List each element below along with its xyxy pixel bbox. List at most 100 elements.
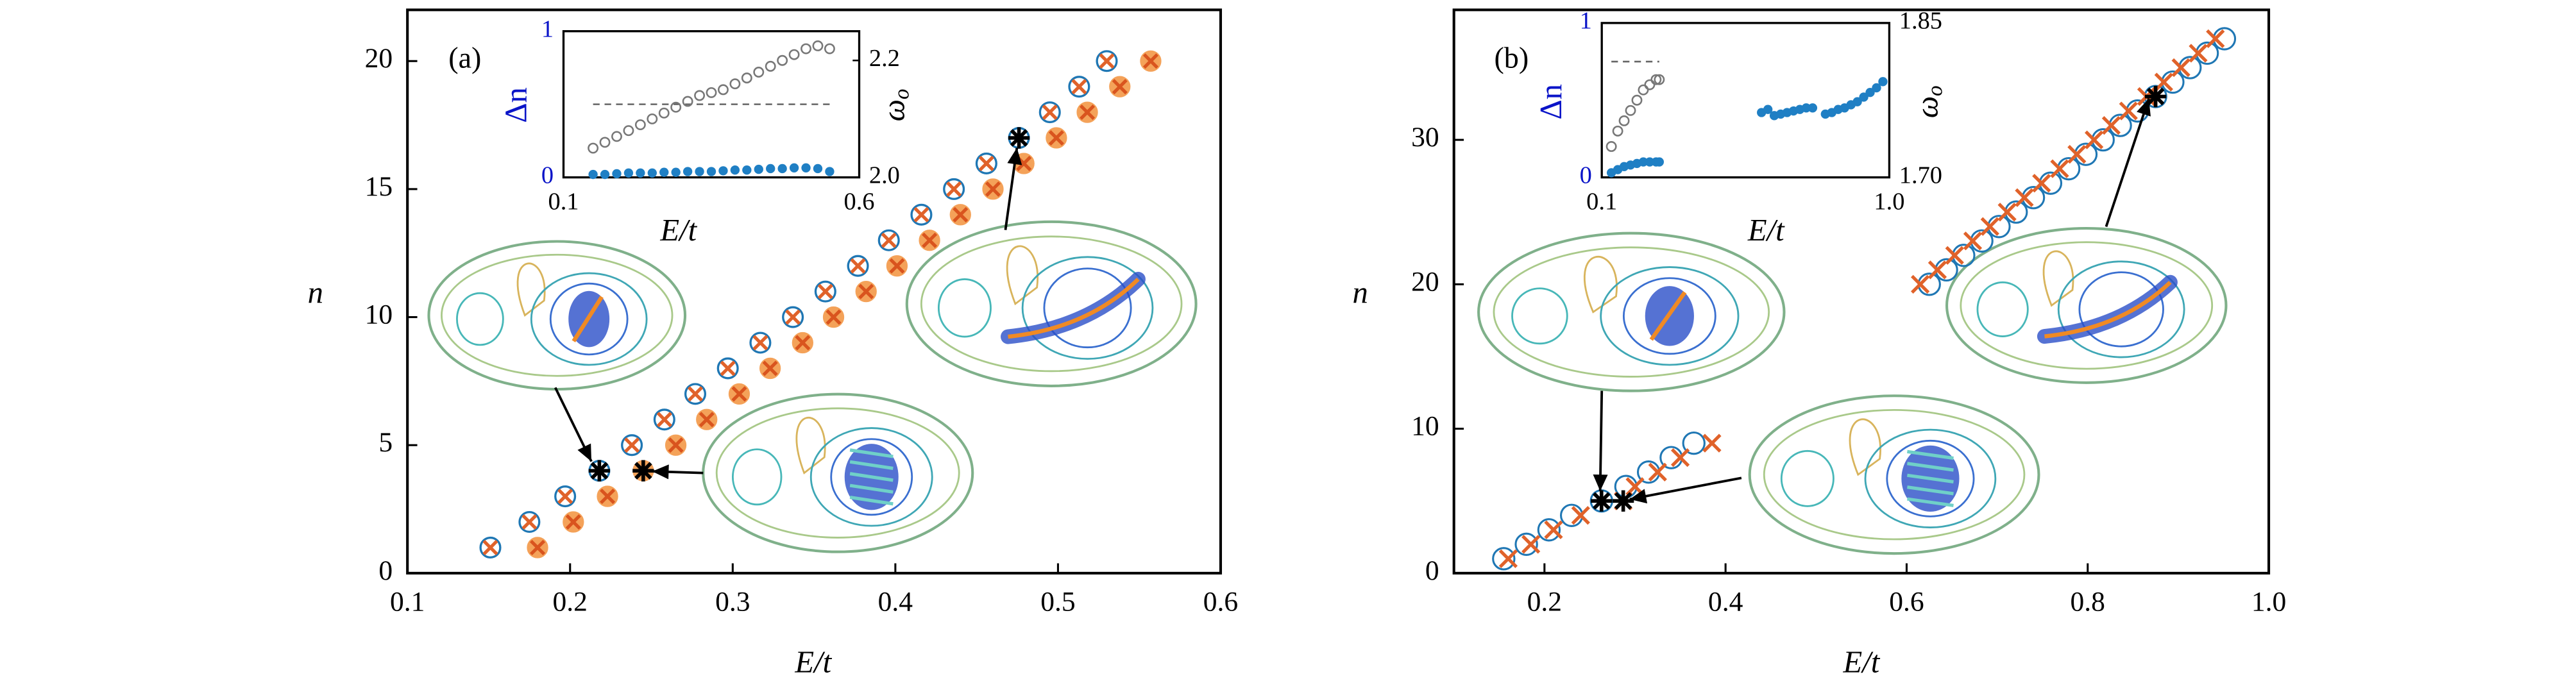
plot-frame xyxy=(406,8,1223,575)
cross-stroke xyxy=(482,539,498,555)
cross-stroke xyxy=(565,514,581,530)
data-point xyxy=(789,163,799,172)
cross-stroke xyxy=(978,155,994,172)
data-point xyxy=(1648,462,1667,482)
data-point xyxy=(1928,260,1947,280)
density-plot xyxy=(427,240,687,391)
data-point xyxy=(1645,157,1655,167)
inset-frame xyxy=(1600,22,1891,179)
cross-stroke xyxy=(2154,72,2173,92)
data-point xyxy=(621,434,643,457)
data-point xyxy=(1801,103,1811,113)
cross-stroke xyxy=(521,514,538,530)
x-tick-label: 0.8 xyxy=(2071,587,2105,617)
marker-dot xyxy=(1852,97,1862,106)
data-point xyxy=(749,332,772,354)
density-stripe xyxy=(849,460,894,471)
density-frame xyxy=(1945,226,2228,384)
inset-y-label: Δn xyxy=(499,87,534,123)
data-point xyxy=(801,43,811,55)
marker-dot xyxy=(1645,157,1655,167)
density-line xyxy=(572,296,604,342)
data-point xyxy=(665,434,687,456)
data-point xyxy=(2050,159,2069,178)
data-point xyxy=(2144,85,2167,108)
y-tick-label: 30 xyxy=(1411,122,1439,153)
marker-open xyxy=(801,43,811,55)
marker-open xyxy=(682,96,693,107)
marker-dot xyxy=(647,168,657,178)
data-point xyxy=(634,119,646,131)
marker-open xyxy=(611,131,622,142)
marker-dot xyxy=(742,165,752,175)
data-point xyxy=(742,165,752,175)
marker-dot xyxy=(695,167,704,176)
density-frame xyxy=(1748,394,2040,555)
data-point xyxy=(527,537,548,558)
data-point xyxy=(1537,518,1561,542)
cross-stroke xyxy=(731,386,747,402)
inset-y2-label-main: ω xyxy=(1910,96,1945,118)
data-point xyxy=(588,142,599,154)
data-point xyxy=(777,164,787,174)
density-frame xyxy=(1477,231,1786,392)
marker-open xyxy=(812,40,824,51)
cross-stroke xyxy=(1910,274,1930,294)
data-point xyxy=(694,90,706,101)
data-point xyxy=(2015,188,2034,207)
cross-stroke xyxy=(1521,535,1541,554)
data-point xyxy=(1997,203,2017,222)
cross-stroke xyxy=(1099,53,1115,69)
data-point xyxy=(1606,141,1617,152)
density-stripe xyxy=(849,472,894,482)
marker-dot xyxy=(1763,105,1773,114)
arrow xyxy=(2105,98,2150,228)
panel-label: (b) xyxy=(1494,41,1529,74)
marker-dot xyxy=(718,166,728,176)
data-point xyxy=(1612,490,1634,512)
cross-stroke xyxy=(2085,130,2104,149)
y-tick-label: 15 xyxy=(365,171,393,202)
data-point xyxy=(943,178,965,200)
data-point xyxy=(765,60,776,72)
y-tick-label: 20 xyxy=(1411,266,1439,297)
inset-x-tick-label: 0.1 xyxy=(548,188,579,215)
data-point xyxy=(623,125,634,137)
y-tick-label: 0 xyxy=(378,555,393,586)
marker-dot xyxy=(612,169,622,179)
marker-dot xyxy=(671,167,681,177)
marker-open xyxy=(1606,141,1617,152)
marker-dot xyxy=(789,163,799,172)
cross-stroke xyxy=(785,309,801,325)
y-tick-label: 20 xyxy=(365,43,393,74)
data-point xyxy=(2067,145,2087,164)
data-point xyxy=(1498,549,1518,568)
contour xyxy=(937,278,992,338)
data-point xyxy=(1591,490,1613,512)
data-point xyxy=(706,167,716,176)
data-point xyxy=(754,164,763,174)
inset-x-label: E/t xyxy=(1747,213,1785,248)
marker-open xyxy=(634,119,646,131)
marker-circle xyxy=(1537,518,1561,542)
data-point xyxy=(822,306,845,328)
data-point xyxy=(741,72,752,84)
data-point xyxy=(1702,433,1722,453)
data-point xyxy=(671,167,681,177)
density-line xyxy=(1008,278,1140,339)
contour xyxy=(1600,266,1740,366)
cross-stroke xyxy=(752,335,768,351)
inset-y2-label-sub: o xyxy=(1923,85,1947,96)
contour xyxy=(1864,428,1997,528)
density-plot xyxy=(1477,231,1786,392)
data-point xyxy=(623,168,634,178)
inset-y2-tick-label: 2.0 xyxy=(869,162,900,189)
cross-stroke xyxy=(1702,433,1722,453)
arrow-head xyxy=(1593,474,1608,491)
marker-dot xyxy=(1878,77,1888,87)
data-point xyxy=(682,167,693,176)
density-stripe xyxy=(1907,449,1954,460)
data-point xyxy=(1076,101,1098,123)
data-point xyxy=(695,167,704,176)
x-tick-label: 0.2 xyxy=(553,587,588,617)
